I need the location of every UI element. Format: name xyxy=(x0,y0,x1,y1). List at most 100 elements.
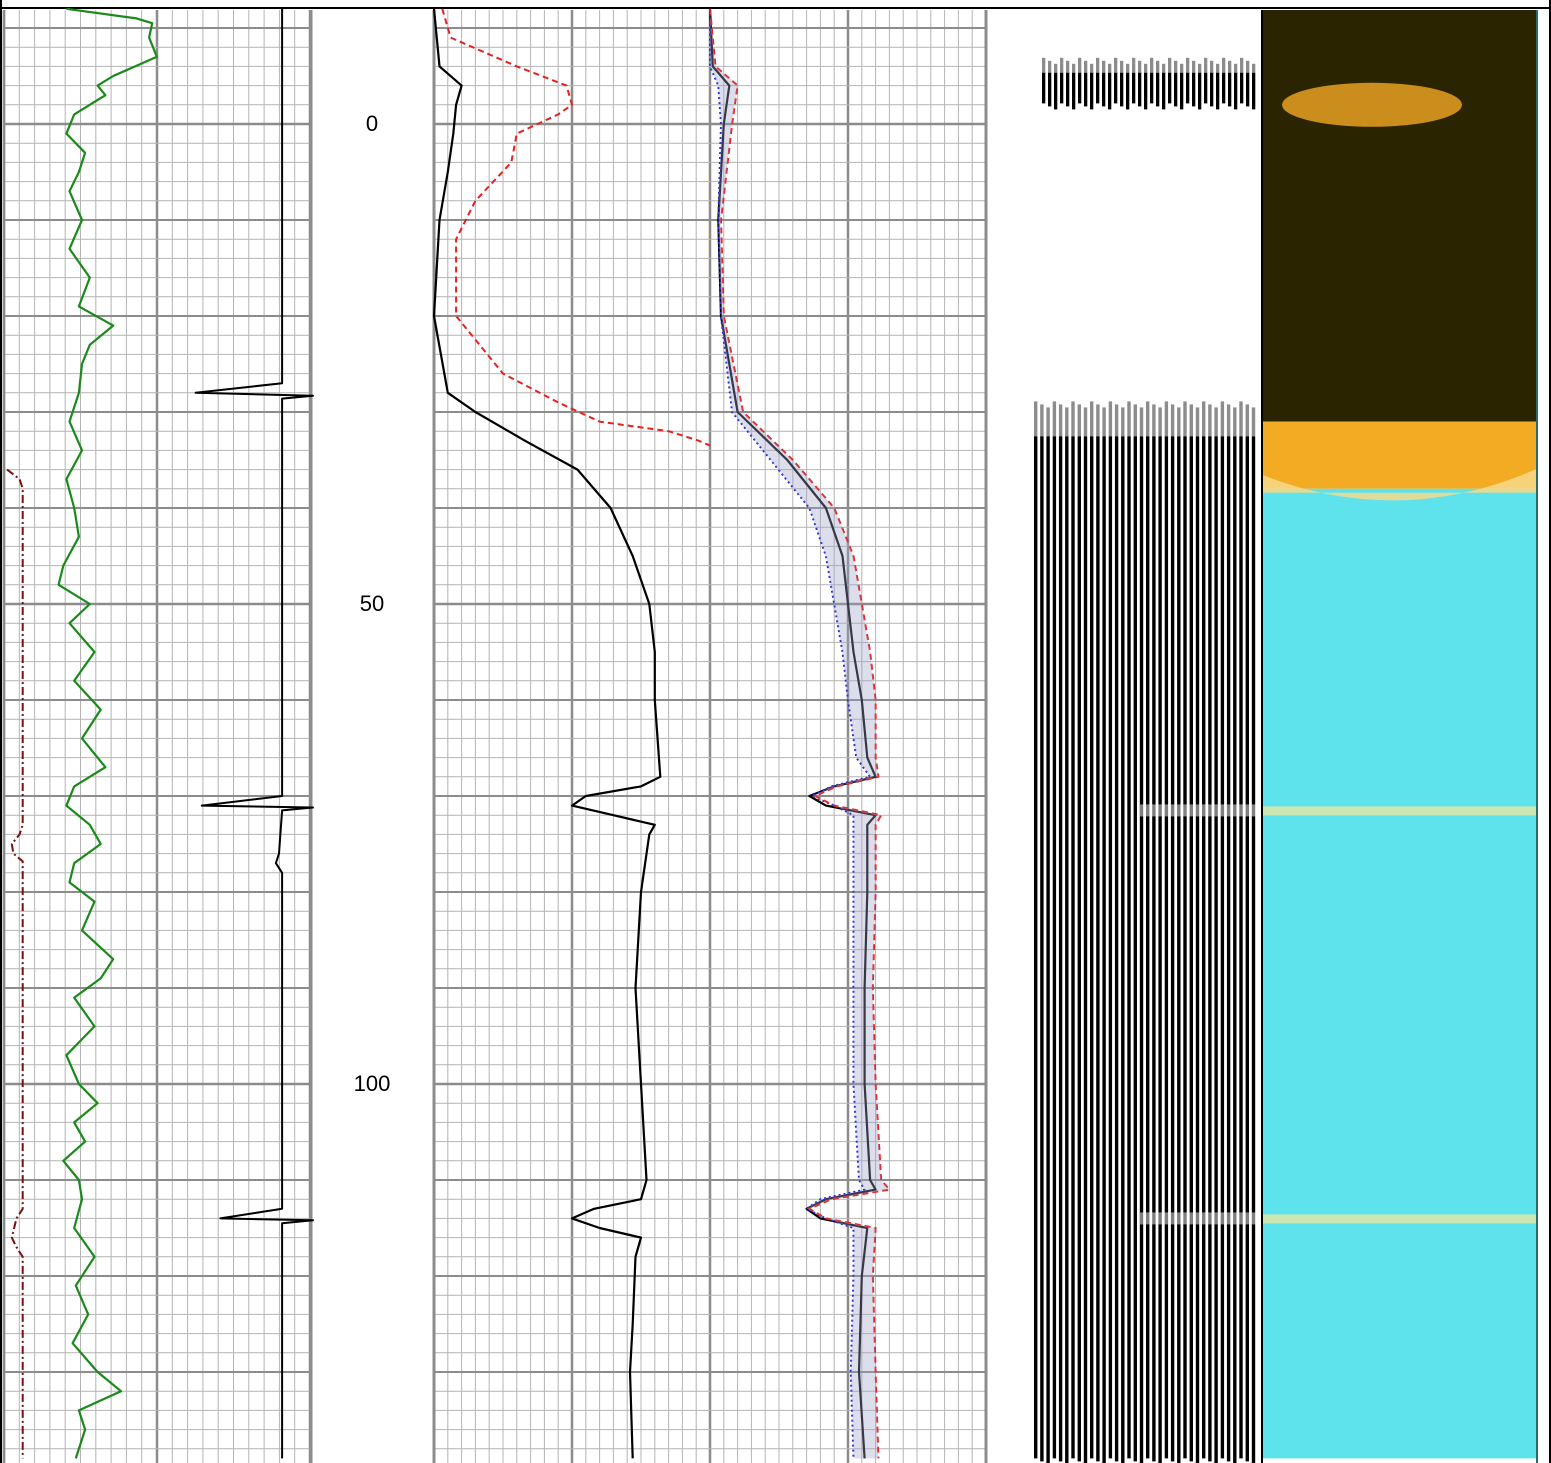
wave-trace xyxy=(1158,407,1162,1463)
track2-curve-0 xyxy=(432,8,662,1459)
wave-trace xyxy=(1152,404,1156,1462)
image-zone-1 xyxy=(1262,421,1537,489)
wave-trace xyxy=(1239,401,1243,1459)
track-3-image xyxy=(1261,10,1538,1463)
wave-trace xyxy=(1096,404,1100,1462)
depth-tick-label-0: 0 xyxy=(366,111,378,136)
wave-trace xyxy=(1246,60,1250,107)
image-zone-2 xyxy=(1262,488,1537,1459)
wave-trace xyxy=(1138,60,1142,107)
wave-trace xyxy=(1170,404,1175,1462)
wave-trace xyxy=(1174,60,1178,107)
wave-trace xyxy=(1162,63,1166,110)
wave-trace xyxy=(1090,63,1094,110)
wave-trace xyxy=(1052,401,1057,1459)
wave-trace xyxy=(1156,60,1160,107)
wave-trace xyxy=(1090,401,1094,1459)
image-bright-patch xyxy=(1282,82,1462,127)
wave-trace xyxy=(1077,404,1081,1462)
wave-trace xyxy=(1114,404,1119,1462)
wave-trace xyxy=(1252,63,1256,110)
wave-trace xyxy=(1202,401,1206,1459)
wave-trace xyxy=(1180,63,1184,110)
track-2-grid xyxy=(432,10,988,1463)
wave-trace xyxy=(1240,57,1244,104)
wave-noise-zone xyxy=(1030,32,1258,73)
wave-trace xyxy=(1164,401,1169,1459)
wave-trace xyxy=(1195,407,1200,1463)
depth-tick-label-100: 100 xyxy=(354,1071,391,1096)
wave-trace xyxy=(1132,57,1136,104)
wave-trace xyxy=(1144,63,1148,110)
wave-trace xyxy=(1251,407,1256,1463)
depth-tick-label-50: 50 xyxy=(360,591,384,616)
wave-trace xyxy=(1048,60,1052,107)
wave-trace xyxy=(1183,401,1187,1459)
wave-trace xyxy=(1150,57,1154,104)
image-bedding-band-2 xyxy=(1262,1214,1537,1224)
track1-curve-0 xyxy=(57,7,158,1459)
wave-trace xyxy=(1233,407,1237,1463)
wave-trace xyxy=(1146,401,1150,1459)
wave-trace xyxy=(1060,57,1064,104)
wave-trace xyxy=(1228,60,1232,107)
wave-trace xyxy=(1040,404,1044,1462)
wave-trace xyxy=(1034,401,1038,1459)
track-3-wavefield xyxy=(1022,32,1258,1463)
image-zone-0 xyxy=(1262,10,1537,422)
wave-trace xyxy=(1065,407,1069,1463)
wave-trace xyxy=(1096,57,1100,104)
wave-trace xyxy=(1102,407,1106,1463)
wave-trace xyxy=(1214,407,1218,1463)
wave-trace xyxy=(1046,407,1050,1463)
wave-disruption-0 xyxy=(1140,804,1258,817)
wave-trace xyxy=(1192,60,1196,107)
wave-trace xyxy=(1054,63,1058,110)
wave-trace xyxy=(1072,63,1076,110)
wave-trace xyxy=(1133,404,1137,1462)
image-transition-band xyxy=(1262,468,1537,501)
wave-noise-zone xyxy=(1022,306,1258,437)
wave-trace xyxy=(1066,60,1070,107)
image-bedding-band-1 xyxy=(1262,806,1537,816)
wave-trace xyxy=(1114,57,1118,104)
wave-trace xyxy=(1177,407,1181,1463)
wave-trace xyxy=(1042,57,1046,104)
wave-trace xyxy=(1127,401,1131,1459)
wave-trace xyxy=(1108,401,1113,1459)
track1-curve-1 xyxy=(6,468,24,1459)
wave-trace xyxy=(1121,407,1125,1463)
wave-trace xyxy=(1058,404,1063,1462)
track-1-grid xyxy=(2,10,313,1463)
wave-trace xyxy=(1220,401,1225,1459)
wave-trace xyxy=(1210,60,1214,107)
depth-axis: 0 50 100 xyxy=(354,111,391,1096)
wave-disruption-1 xyxy=(1140,1212,1258,1225)
log-curves xyxy=(6,7,891,1459)
track2-curve-3 xyxy=(709,8,872,1459)
wave-trace xyxy=(1083,407,1088,1463)
track2-separation-fill xyxy=(710,8,890,1459)
wave-trace xyxy=(1245,404,1249,1462)
wave-trace xyxy=(1102,60,1106,107)
track2-curve-1 xyxy=(441,8,711,447)
wave-trace xyxy=(1126,63,1130,110)
wave-trace xyxy=(1139,407,1144,1463)
wave-trace xyxy=(1226,404,1231,1462)
wave-trace xyxy=(1168,57,1172,104)
wave-trace xyxy=(1216,63,1220,110)
wave-trace xyxy=(1198,63,1202,110)
wave-trace xyxy=(1120,60,1124,107)
wave-trace xyxy=(1084,60,1088,107)
wave-trace xyxy=(1186,57,1190,104)
wave-trace xyxy=(1189,404,1193,1462)
wave-trace xyxy=(1078,57,1082,104)
wave-trace xyxy=(1204,57,1208,104)
track1-curve-2 xyxy=(194,8,314,1459)
wave-trace xyxy=(1234,63,1238,110)
wave-trace xyxy=(1208,404,1212,1462)
wave-trace xyxy=(1222,57,1226,104)
track2-curve-4 xyxy=(709,8,891,1459)
